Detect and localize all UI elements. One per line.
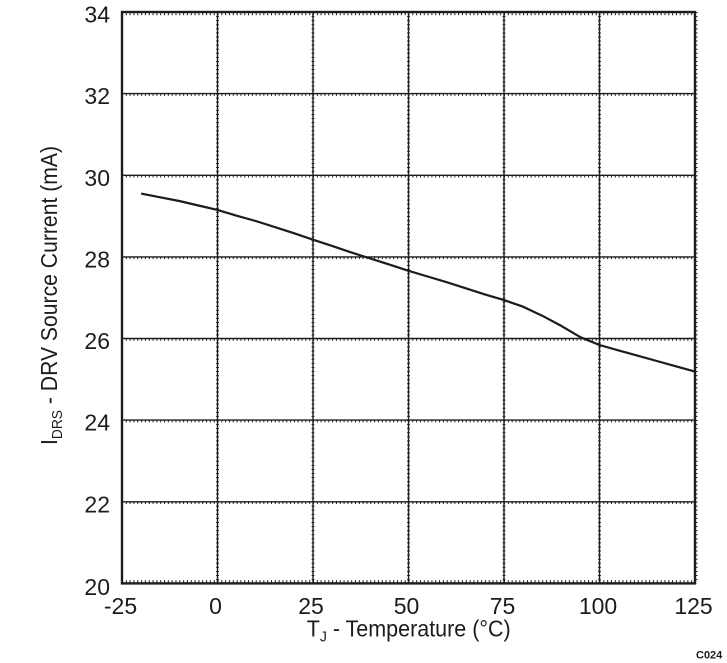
svg-text:IDRS - DRV Source Current (mA): IDRS - DRV Source Current (mA) [36, 146, 66, 445]
svg-text:75: 75 [490, 593, 516, 619]
svg-text:125: 125 [674, 593, 712, 619]
svg-text:25: 25 [298, 593, 324, 619]
svg-text:22: 22 [84, 491, 110, 517]
svg-text:-25: -25 [104, 593, 137, 619]
svg-text:C024: C024 [696, 650, 723, 662]
svg-text:30: 30 [84, 165, 110, 191]
svg-text:100: 100 [579, 593, 617, 619]
svg-text:20: 20 [84, 574, 110, 600]
svg-text:24: 24 [84, 410, 110, 436]
svg-text:50: 50 [394, 593, 420, 619]
svg-text:0: 0 [209, 593, 222, 619]
svg-text:TJ - Temperature (°C): TJ - Temperature (°C) [307, 616, 511, 646]
svg-text:26: 26 [84, 328, 110, 354]
svg-text:34: 34 [84, 2, 110, 28]
svg-text:32: 32 [84, 83, 110, 109]
svg-text:28: 28 [84, 246, 110, 272]
